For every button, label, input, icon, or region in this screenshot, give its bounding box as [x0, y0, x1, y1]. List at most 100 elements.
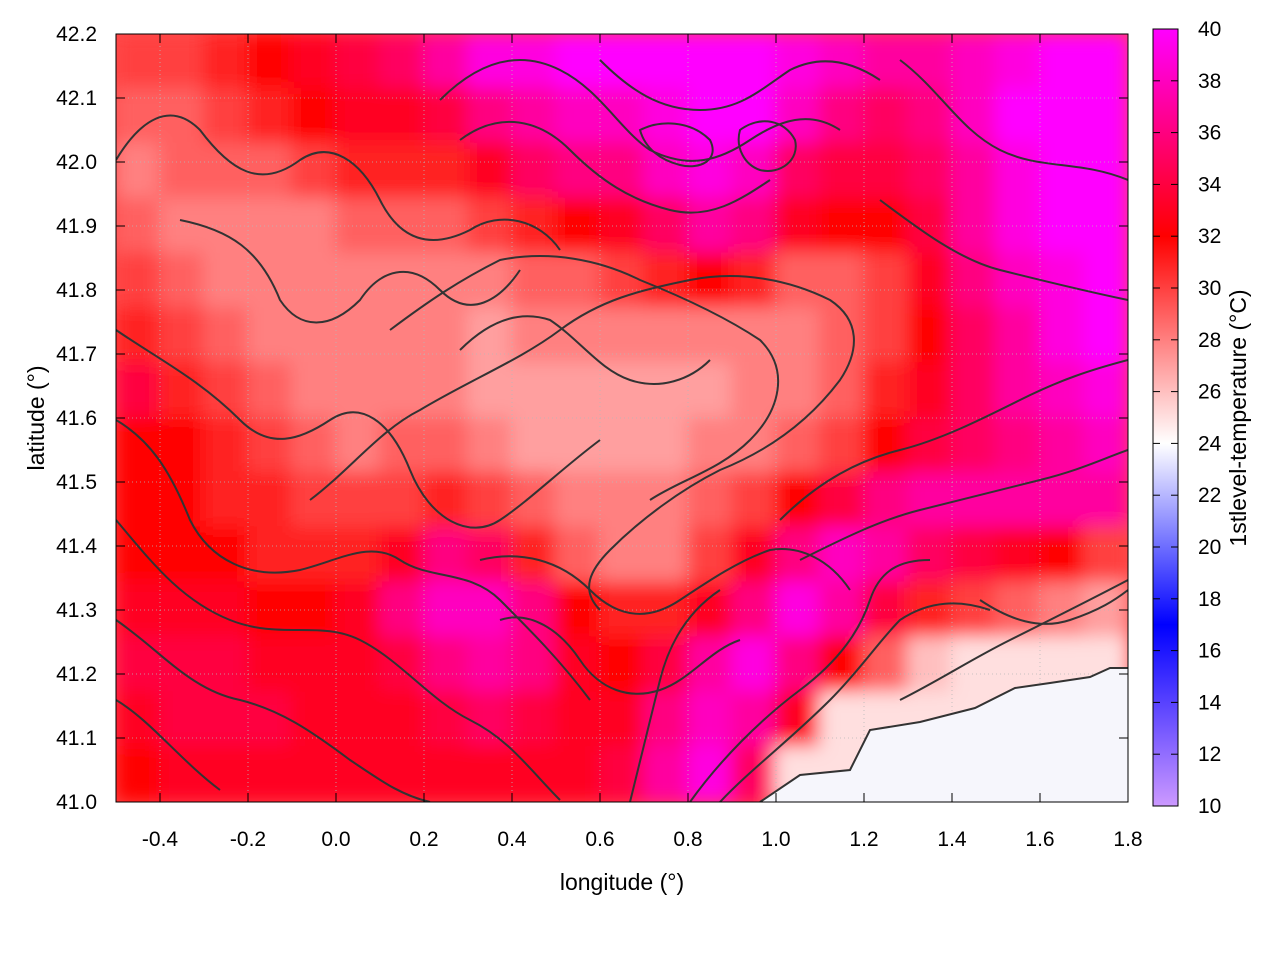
heatmap-cell: [643, 471, 689, 529]
heatmap-cell: [687, 307, 733, 365]
heatmap-cell: [335, 636, 381, 694]
contour-line: [899, 579, 1128, 701]
heatmap-cell: [467, 417, 513, 474]
contour-line: [879, 199, 1128, 301]
colorbar-tick-label: 14: [1198, 691, 1222, 714]
heatmap-cell: [687, 417, 733, 474]
heatmap-cell: [379, 691, 425, 749]
heatmap-cell: [423, 197, 469, 255]
heatmap-cell: [863, 197, 909, 255]
heatmap-cell: [159, 746, 205, 802]
heatmap-cell: [511, 636, 557, 694]
heatmap-cell: [907, 471, 953, 529]
heatmap-cell: [203, 471, 249, 529]
heatmap-cell: [467, 142, 513, 200]
heatmap-layer: [116, 34, 1128, 802]
heatmap-cell: [599, 471, 645, 529]
heatmap-cell: [951, 34, 997, 90]
heatmap-cell: [731, 691, 777, 749]
heatmap-cell: [687, 87, 733, 145]
heatmap-cell: [335, 362, 381, 419]
contour-line: [116, 419, 591, 701]
heatmap-cell: [247, 87, 293, 145]
heatmap-cell: [379, 636, 425, 694]
heatmap-cell: [775, 691, 821, 749]
colorbar-tick-marks: [1153, 28, 1178, 807]
heatmap-cell: [335, 691, 381, 749]
heatmap-cell: [819, 307, 865, 365]
heatmap-cell: [863, 636, 909, 694]
heatmap-cell: [159, 34, 205, 90]
heatmap-cell: [951, 307, 997, 365]
heatmap-cell: [907, 87, 953, 145]
heatmap-cell: [555, 691, 601, 749]
heatmap-cell: [159, 252, 205, 310]
heatmap-cell: [863, 307, 909, 365]
heatmap-cell: [907, 307, 953, 365]
y-tick-label: 41.8: [56, 279, 97, 302]
heatmap-cell: [951, 362, 997, 419]
heatmap-cell: [863, 252, 909, 310]
heatmap-cell: [511, 142, 557, 200]
heatmap-cell: [951, 636, 997, 694]
heatmap-cell: [1083, 307, 1128, 365]
contour-line: [719, 602, 991, 802]
heatmap-cell: [116, 142, 161, 200]
heatmap-cell: [819, 581, 865, 639]
heatmap-cell: [731, 636, 777, 694]
heatmap-cell: [1039, 197, 1085, 255]
heatmap-cell: [335, 87, 381, 145]
heatmap-cell: [775, 252, 821, 310]
heatmap-cell: [819, 691, 865, 749]
y-tick-label: 41.3: [56, 599, 97, 622]
heatmap-cell: [775, 142, 821, 200]
heatmap-cell: [203, 252, 249, 310]
heatmap-cell: [819, 362, 865, 419]
contour-line: [899, 59, 1128, 181]
heatmap-cell: [1083, 34, 1128, 90]
heatmap-cell: [1039, 471, 1085, 529]
heatmap-cell: [995, 307, 1041, 365]
heatmap-cell: [951, 417, 997, 474]
heatmap-cell: [995, 526, 1041, 584]
y-tick-marks: [116, 33, 1128, 803]
y-tick-label: 42.0: [56, 151, 97, 174]
contour-line: [737, 120, 797, 172]
heatmap-cell: [775, 526, 821, 584]
heatmap-cell: [555, 307, 601, 365]
heatmap-cell: [687, 691, 733, 749]
heatmap-cell: [159, 636, 205, 694]
heatmap-cell: [863, 142, 909, 200]
heatmap-cell: [291, 307, 337, 365]
heatmap-cell: [555, 746, 601, 802]
contour-line: [638, 122, 714, 168]
heatmap-cell: [863, 581, 909, 639]
heatmap-cell: [599, 691, 645, 749]
heatmap-cell: [379, 746, 425, 802]
heatmap-cell: [291, 362, 337, 419]
heatmap-cell: [247, 34, 293, 90]
heatmap-cell: [951, 87, 997, 145]
heatmap-cell: [335, 252, 381, 310]
heatmap-cell: [555, 362, 601, 419]
coastline: [759, 667, 1128, 802]
heatmap-cell: [159, 197, 205, 255]
heatmap-cell: [643, 746, 689, 802]
heatmap-cell: [995, 471, 1041, 529]
heatmap-cell: [335, 307, 381, 365]
heatmap-cell: [291, 34, 337, 90]
y-tick-label: 41.0: [56, 791, 97, 814]
heatmap-cell: [291, 252, 337, 310]
heatmap-cell: [599, 362, 645, 419]
contour-line: [979, 589, 1128, 625]
sea-region: [759, 667, 1128, 802]
heatmap-cell: [291, 636, 337, 694]
y-tick-label: 41.7: [56, 343, 97, 366]
heatmap-cell: [247, 197, 293, 255]
colorbar-tick-label: 24: [1198, 432, 1222, 455]
colorbar-tick-label: 18: [1198, 588, 1221, 611]
heatmap-cell: [1039, 526, 1085, 584]
heatmap-cell: [116, 746, 161, 802]
heatmap-cell: [159, 417, 205, 474]
x-tick-label: 1.6: [1025, 828, 1054, 851]
